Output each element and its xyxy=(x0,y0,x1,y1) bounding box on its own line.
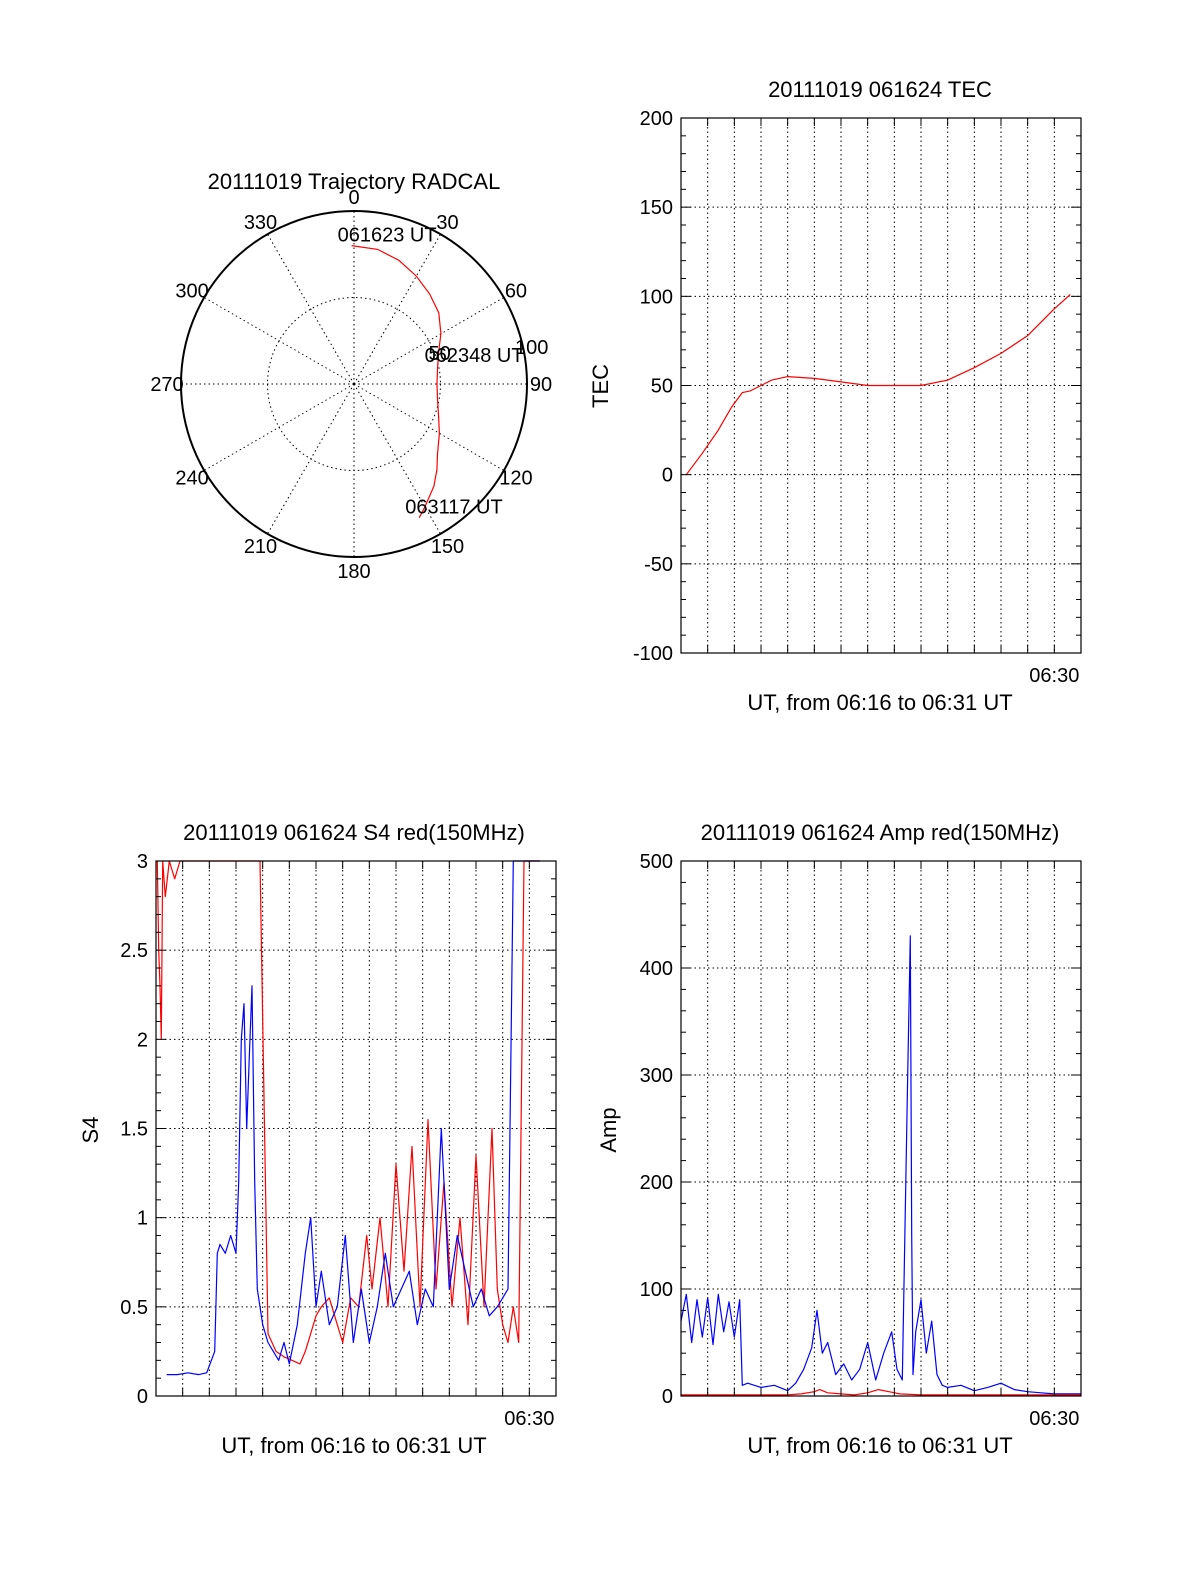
y-tick-label: 200 xyxy=(640,1172,673,1194)
tec-series xyxy=(685,294,1071,476)
y-tick-label: 100 xyxy=(640,286,673,308)
trajectory-line xyxy=(351,245,442,518)
polar-angle-label: 90 xyxy=(530,374,552,396)
polar-chart-title: 20111019 Trajectory RADCAL xyxy=(208,169,501,194)
amp-xlabel: UT, from 06:16 to 06:31 UT xyxy=(747,1433,1012,1458)
series-line-1 xyxy=(156,860,540,1365)
amp-chart: 20111019 061624 Amp red(150MHz) 0 100 200 3… xyxy=(596,820,1082,1458)
polar-angle-label: 330 xyxy=(244,212,277,234)
polar-angle-label: 240 xyxy=(175,468,208,490)
polar-angle-label: 210 xyxy=(244,536,277,558)
y-tick-label: 0 xyxy=(662,465,673,487)
y-tick-label: 500 xyxy=(640,851,673,873)
tec-ylabel: TEC xyxy=(588,364,613,408)
polar-angle-label: 270 xyxy=(150,374,183,396)
polar-spoke-210 xyxy=(267,383,355,535)
y-tick-label: 0 xyxy=(662,1386,673,1408)
tec-xlabel: UT, from 06:16 to 06:31 UT xyxy=(747,690,1012,715)
series-line-1 xyxy=(680,935,1081,1395)
polar-spoke-300 xyxy=(203,297,355,385)
y-tick-label: 150 xyxy=(640,197,673,219)
polar-spoke-60 xyxy=(353,297,505,385)
amp-chart-title: 20111019 061624 Amp red(150MHz) xyxy=(701,820,1060,845)
trajectory-time-label: 063117 UT xyxy=(405,497,502,519)
polar-angle-label: 150 xyxy=(431,536,464,558)
amp-plot-frame xyxy=(680,860,1082,1397)
s4-ticks: 0 0.5 1 1.5 2 2.5 3 06:30 xyxy=(120,851,556,1430)
s4-xlabel: UT, from 06:16 to 06:31 UT xyxy=(221,1433,486,1458)
polar-spoke-240 xyxy=(203,383,355,471)
y-tick-label: -100 xyxy=(633,643,673,665)
series-line-2 xyxy=(681,1389,1081,1396)
polar-spoke-330 xyxy=(267,233,355,385)
series-line-2 xyxy=(166,860,540,1376)
tec-chart-title: 20111019 061624 TEC xyxy=(768,77,992,102)
polar-spoke-30 xyxy=(353,233,441,385)
series-line-1 xyxy=(685,294,1071,476)
polar-spoke-150 xyxy=(353,383,441,535)
polar-radius-label: 100 xyxy=(515,337,548,359)
y-tick-label: 50 xyxy=(651,376,673,398)
s4-chart: 20111019 061624 S4 red(150MHz) 0 0.5 1 1.5 2… xyxy=(78,820,557,1458)
y-tick-label: 200 xyxy=(640,108,673,130)
polar-radius-labels: 50 100 xyxy=(429,337,549,365)
polar-angle-label: 300 xyxy=(175,281,208,303)
y-tick-label: 3 xyxy=(137,851,148,873)
tec-ticks: -100 -50 0 50 100 150 200 06:30 xyxy=(633,108,1081,687)
amp-ylabel: Amp xyxy=(596,1107,621,1152)
x-tick-label: 06:30 xyxy=(1029,1408,1079,1430)
y-tick-label: 1 xyxy=(137,1208,148,1230)
y-tick-label: 0.5 xyxy=(120,1297,148,1319)
y-tick-label: 1.5 xyxy=(120,1119,148,1141)
amp-ticks: 0 100 200 300 400 500 06:30 xyxy=(640,851,1081,1430)
y-tick-label: 300 xyxy=(640,1065,673,1087)
s4-chart-title: 20111019 061624 S4 red(150MHz) xyxy=(183,820,525,845)
polar-angle-label: 120 xyxy=(499,468,532,490)
trajectory-annotations: 061623 UT 062348 UT 063117 UT xyxy=(338,225,524,519)
polar-angle-label: 30 xyxy=(436,212,458,234)
trajectory-time-label: 061623 UT xyxy=(338,225,437,247)
amp-grid xyxy=(681,861,1081,1396)
s4-series xyxy=(156,860,540,1376)
y-tick-label: 2.5 xyxy=(120,940,148,962)
polar-radius-label: 50 xyxy=(429,343,451,365)
y-tick-label: 100 xyxy=(640,1279,673,1301)
polar-angle-label: 180 xyxy=(337,561,370,583)
polar-spoke-120 xyxy=(353,383,505,471)
s4-ylabel: S4 xyxy=(78,1117,103,1144)
y-tick-label: 400 xyxy=(640,958,673,980)
polar-angle-labels: 0 30 60 90 120 150 180 210 240 270 300 330 xyxy=(150,187,552,583)
trajectory-time-label: 062348 UT xyxy=(425,345,524,367)
polar-outer-ring xyxy=(180,210,528,558)
tec-chart: 20111019 061624 TEC -100 -50 0 50 100 150 200 0… xyxy=(588,77,1082,715)
y-tick-label: 2 xyxy=(137,1029,148,1051)
polar-chart: 20111019 Trajectory RADCAL 0 30 60 90 120 150… xyxy=(150,169,552,583)
tec-grid xyxy=(681,118,1081,653)
polar-grid xyxy=(181,211,527,557)
amp-series xyxy=(680,935,1081,1396)
y-tick-label: 0 xyxy=(137,1386,148,1408)
y-tick-label: -50 xyxy=(644,554,673,576)
x-tick-label: 06:30 xyxy=(504,1408,554,1430)
polar-angle-label: 60 xyxy=(505,281,527,303)
polar-angle-label: 0 xyxy=(348,187,359,209)
x-tick-label: 06:30 xyxy=(1029,665,1079,687)
